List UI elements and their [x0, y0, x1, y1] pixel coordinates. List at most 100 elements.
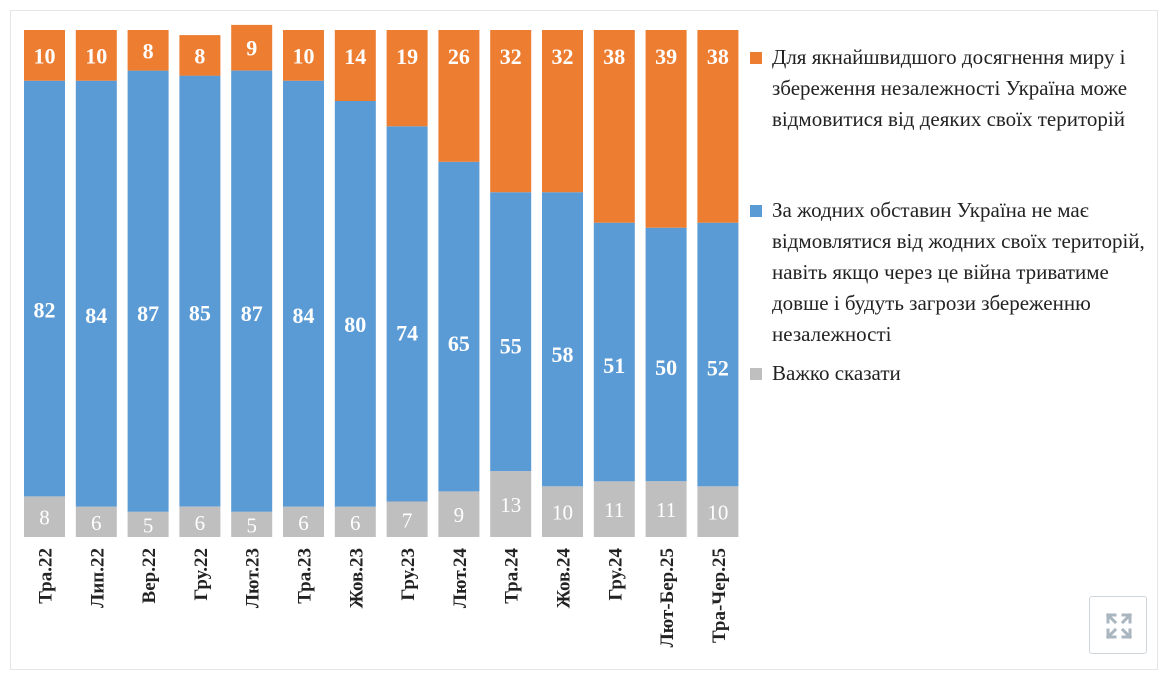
bar-blue-7 [386, 126, 428, 502]
legend-item-blue: За жодних обставин Україна не має відмов… [750, 195, 1150, 350]
bar-orange-7 [386, 30, 428, 127]
data-label-blue-11: 51 [603, 353, 625, 378]
bar-gray-9 [490, 471, 532, 537]
bar-orange-4 [231, 24, 273, 71]
expand-button[interactable] [1089, 596, 1147, 654]
x-tick-label-0: Тра.22 [36, 548, 57, 604]
data-label-gray-1: 6 [91, 511, 102, 535]
legend-label-orange: Для якнайшвидшого досягнення миру і збер… [772, 45, 1128, 131]
x-tick-label-1: Лип.22 [87, 548, 108, 608]
bar-orange-11 [593, 30, 635, 223]
bar-orange-13 [697, 30, 739, 223]
data-label-orange-6: 14 [344, 44, 366, 69]
data-label-orange-1: 10 [85, 43, 107, 68]
data-label-orange-11: 38 [603, 44, 625, 69]
data-label-gray-8: 9 [454, 503, 465, 527]
data-label-blue-0: 82 [34, 297, 56, 322]
data-label-gray-11: 11 [604, 498, 624, 522]
data-label-orange-7: 19 [396, 44, 418, 69]
legend-swatch-blue [750, 205, 762, 217]
bar-orange-0 [24, 30, 65, 81]
data-label-orange-4: 9 [246, 36, 257, 61]
data-label-orange-3: 8 [194, 43, 205, 68]
bar-gray-6 [334, 506, 376, 537]
data-label-gray-10: 10 [552, 501, 573, 525]
bar-orange-8 [438, 30, 480, 162]
bar-gray-3 [179, 506, 221, 537]
bar-gray-2 [127, 511, 169, 537]
bar-gray-8 [438, 491, 480, 537]
x-tick-label-4: Лют.23 [243, 548, 264, 608]
x-tick-label-2: Вер.22 [139, 548, 160, 603]
bar-gray-13 [697, 486, 739, 537]
data-label-blue-13: 52 [707, 356, 729, 381]
bar-blue-8 [438, 161, 480, 492]
bar-orange-3 [179, 35, 221, 76]
legend: Для якнайшвидшого досягнення миру і збер… [750, 42, 1150, 389]
bar-gray-1 [75, 506, 117, 537]
bar-gray-0 [24, 496, 65, 537]
bar-gray-11 [593, 481, 635, 537]
data-label-gray-7: 7 [402, 508, 413, 532]
bar-gray-4 [231, 511, 273, 537]
data-label-gray-4: 5 [246, 513, 257, 537]
expand-icon [1105, 612, 1133, 640]
bar-blue-13 [697, 222, 739, 487]
data-label-gray-9: 13 [500, 493, 521, 517]
legend-label-gray: Важко сказати [772, 361, 901, 385]
data-label-orange-13: 38 [707, 44, 729, 69]
x-tick-label-10: Жов.24 [554, 548, 575, 609]
bar-blue-0 [24, 80, 65, 497]
bar-blue-6 [334, 101, 376, 507]
data-label-orange-8: 26 [448, 44, 470, 69]
data-label-blue-1: 84 [85, 303, 107, 328]
data-label-blue-6: 80 [344, 312, 366, 337]
legend-item-gray: Важко сказати [750, 358, 1150, 389]
data-label-blue-5: 84 [293, 303, 315, 328]
data-label-gray-13: 10 [707, 501, 728, 525]
bar-orange-9 [490, 30, 532, 193]
bar-orange-1 [75, 30, 117, 81]
x-tick-label-5: Тра.23 [295, 548, 316, 604]
bar-blue-3 [179, 75, 221, 507]
data-label-gray-0: 8 [39, 506, 50, 530]
x-tick-label-7: Гру.23 [398, 548, 419, 601]
data-label-gray-12: 11 [656, 498, 676, 522]
data-label-gray-5: 6 [298, 511, 309, 535]
data-label-blue-4: 87 [241, 301, 263, 326]
data-label-orange-5: 10 [293, 43, 315, 68]
bar-blue-4 [231, 70, 273, 512]
data-label-blue-9: 55 [500, 334, 522, 359]
bar-orange-10 [542, 30, 583, 193]
x-tick-label-8: Лют.24 [450, 548, 471, 609]
x-tick-label-12: Лют-Бер.25 [657, 548, 678, 647]
legend-swatch-orange [750, 52, 762, 64]
x-tick-label-6: Жов.23 [346, 548, 367, 608]
bar-gray-7 [386, 501, 428, 537]
bar-gray-5 [283, 506, 324, 537]
stacked-bar-chart: 8821068410587868585879684106801477419965… [24, 24, 739, 647]
data-label-orange-2: 8 [143, 38, 154, 63]
bar-blue-12 [645, 227, 687, 482]
data-label-gray-3: 6 [195, 511, 206, 535]
data-label-blue-2: 87 [137, 301, 159, 326]
data-label-blue-7: 74 [396, 321, 418, 346]
x-tick-label-3: Гру.22 [191, 548, 212, 601]
bar-orange-2 [127, 30, 169, 71]
data-label-blue-3: 85 [189, 301, 211, 326]
bar-orange-12 [645, 30, 687, 228]
bar-blue-9 [490, 192, 532, 472]
legend-swatch-gray [750, 368, 762, 380]
data-label-orange-10: 32 [552, 44, 574, 69]
x-tick-label-13: Тра-Чер.25 [709, 548, 730, 643]
bar-orange-5 [283, 30, 324, 81]
data-label-blue-12: 50 [655, 355, 677, 380]
bar-blue-5 [283, 80, 324, 507]
bar-blue-1 [75, 80, 117, 507]
data-label-orange-9: 32 [500, 44, 522, 69]
bar-blue-2 [127, 70, 169, 512]
chart-frame [10, 10, 1158, 670]
bar-gray-10 [542, 486, 583, 537]
data-label-gray-2: 5 [143, 513, 154, 537]
legend-item-orange: Для якнайшвидшого досягнення миру і збер… [750, 42, 1150, 135]
